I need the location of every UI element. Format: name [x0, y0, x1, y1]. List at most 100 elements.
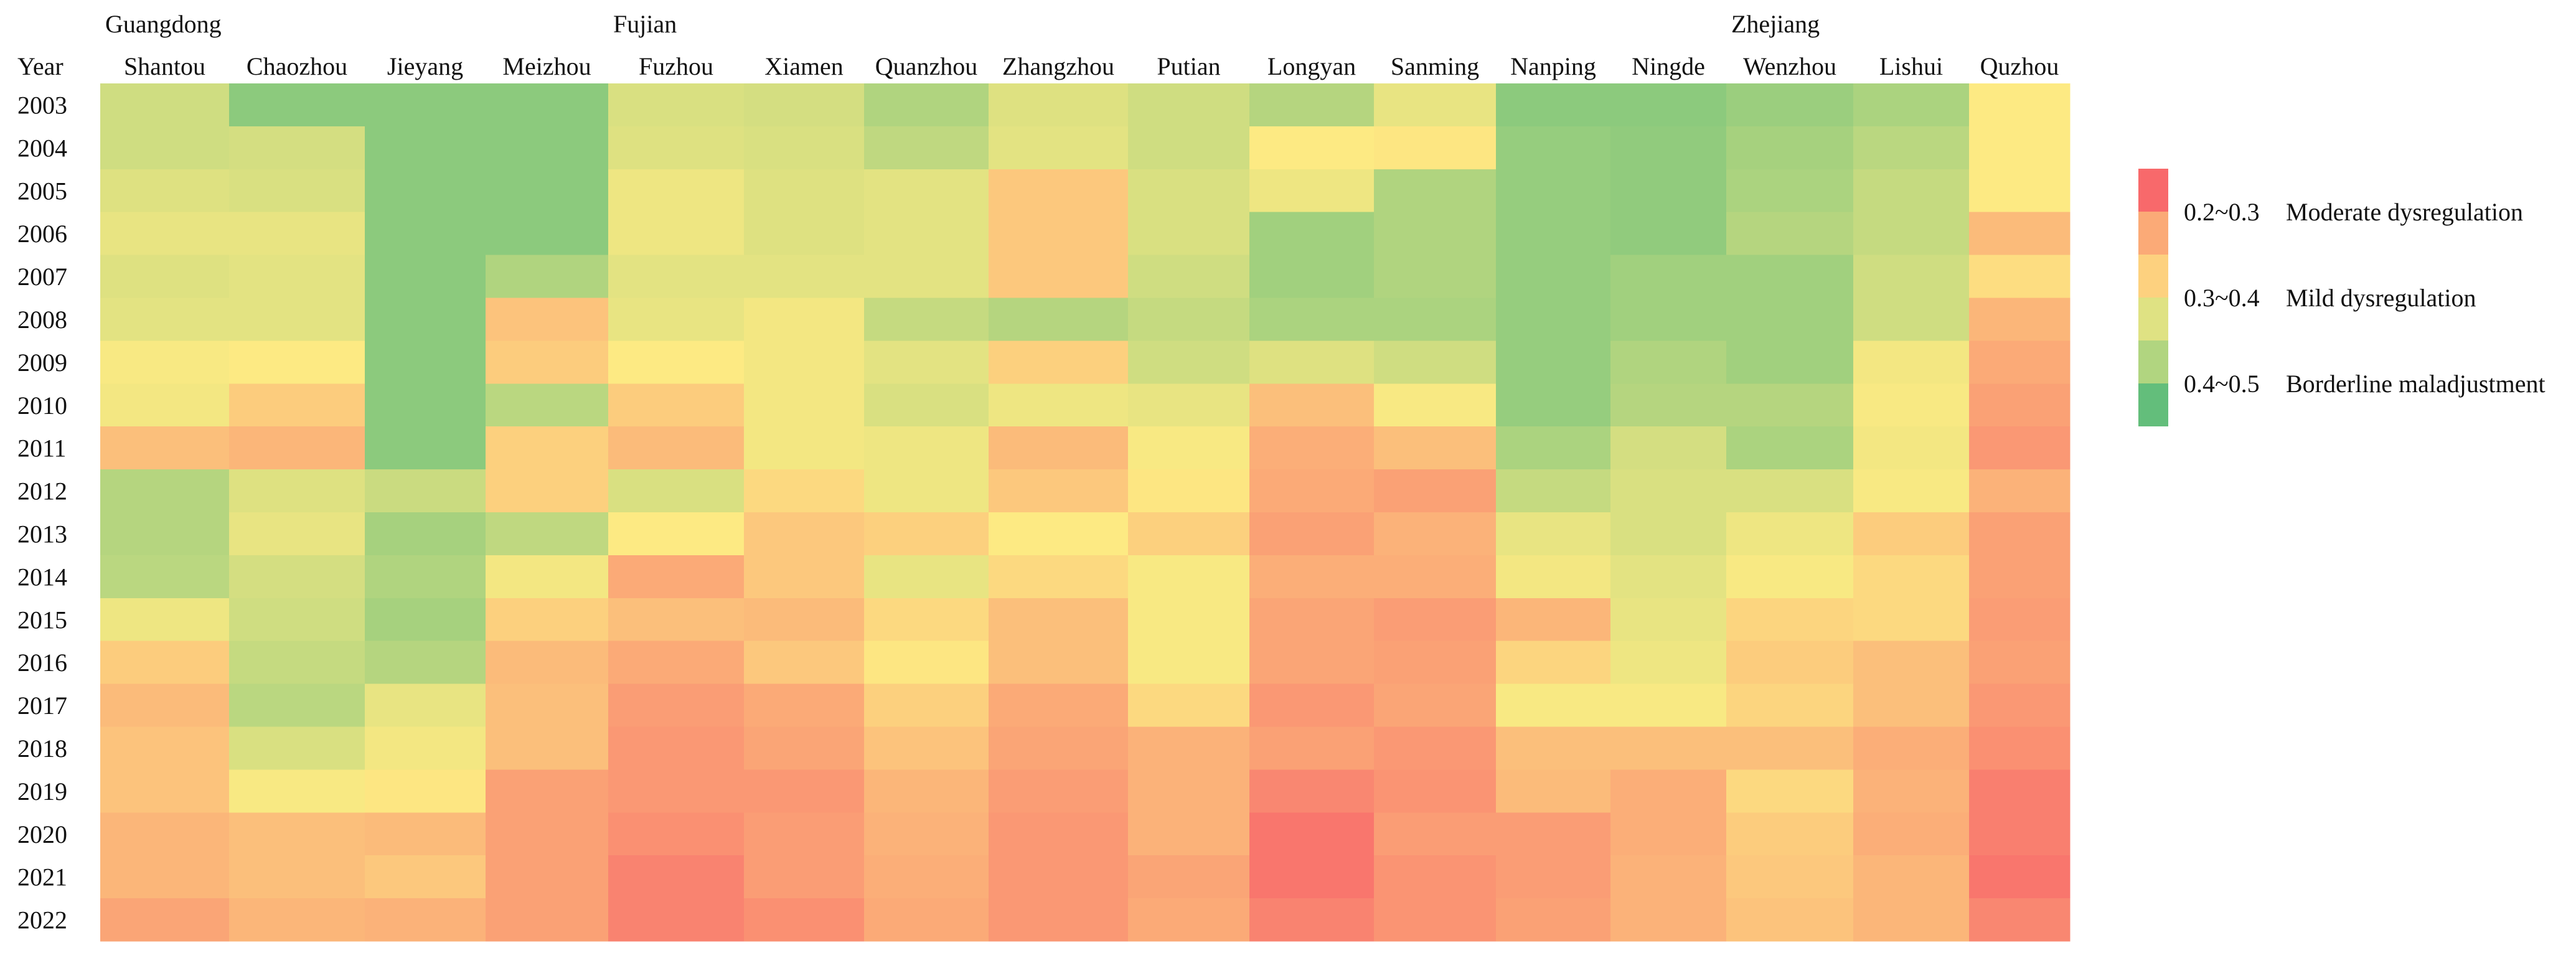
heatmap-cell [365, 298, 486, 341]
row-label: 2003 [17, 91, 67, 119]
heatmap-cell [608, 298, 745, 341]
heatmap-cell [989, 512, 1129, 556]
heatmap-cell [608, 383, 745, 427]
heatmap-cell [1128, 898, 1250, 942]
heatmap-cell [1374, 726, 1497, 770]
heatmap-cell [1726, 383, 1854, 427]
heatmap-cell [1249, 855, 1375, 899]
heatmap-cell [1496, 726, 1611, 770]
heatmap-cell [1853, 169, 1970, 213]
heatmap-cells [100, 83, 2071, 942]
heatmap-cell [365, 683, 486, 728]
heatmap-cell [1853, 426, 1970, 470]
heatmap-cell [1496, 683, 1611, 728]
row-label: 2015 [17, 606, 67, 634]
heatmap-cell [1374, 855, 1497, 899]
heatmap-cell [229, 426, 365, 470]
heatmap-cell [608, 469, 745, 513]
heatmap-cell [1496, 769, 1611, 813]
heatmap-cell [989, 469, 1129, 513]
heatmap-cell [608, 512, 745, 556]
heatmap-cell [989, 726, 1129, 770]
heatmap-cell [1249, 383, 1375, 427]
heatmap-cell [1726, 298, 1854, 341]
heatmap-cell [1249, 769, 1375, 813]
legend-swatch [2138, 298, 2168, 340]
heatmap-cell [989, 855, 1129, 899]
heatmap-cell [864, 255, 989, 299]
heatmap-cell [1969, 598, 2071, 642]
heatmap-cell [365, 512, 486, 556]
heatmap-cell [1496, 298, 1611, 341]
heatmap-cell [1374, 555, 1497, 599]
heatmap-cell [100, 83, 230, 127]
heatmap-cell [1374, 383, 1497, 427]
heatmap-cell [100, 769, 230, 813]
heatmap-cell [1374, 641, 1497, 685]
heatmap-cell [1969, 298, 2071, 341]
row-label: 2007 [17, 263, 67, 291]
heatmap-cell [1249, 726, 1375, 770]
heatmap-cell [1610, 855, 1727, 899]
heatmap-cell [486, 683, 609, 728]
heatmap-cell [100, 298, 230, 341]
heatmap-cell [1853, 683, 1970, 728]
heatmap-cell [744, 169, 865, 213]
heatmap-cell [1249, 512, 1375, 556]
heatmap-cell [864, 426, 989, 470]
heatmap-cell [1496, 426, 1611, 470]
heatmap-cell [989, 83, 1129, 127]
heatmap-cell [989, 426, 1129, 470]
heatmap-cell [1249, 555, 1375, 599]
heatmap-cell [1969, 512, 2071, 556]
heatmap-cell [864, 512, 989, 556]
heatmap-cell [1726, 469, 1854, 513]
heatmap-cell [1853, 898, 1970, 942]
column-label: Lishui [1879, 52, 1943, 80]
heatmap-cell [989, 255, 1129, 299]
heatmap-cell [1374, 426, 1497, 470]
row-label: 2009 [17, 349, 67, 377]
heatmap-cell [1496, 812, 1611, 856]
heatmap-cell [486, 298, 609, 341]
heatmap-cell [486, 426, 609, 470]
heatmap-cell [608, 812, 745, 856]
heatmap-cell [229, 855, 365, 899]
heatmap-cell [1853, 83, 1970, 127]
heatmap-cell [1726, 898, 1854, 942]
heatmap-cell [1969, 855, 2071, 899]
heatmap-cell [1853, 469, 1970, 513]
heatmap-cell [989, 769, 1129, 813]
heatmap-cell [1249, 83, 1375, 127]
heatmap-cell [1969, 126, 2071, 170]
legend: 0.2~0.3 Moderate dysregulation 0.3~0.4 Mild… [2138, 169, 2545, 426]
heatmap-cell [1128, 83, 1250, 127]
heatmap-cell [989, 898, 1129, 942]
heatmap-cell [1610, 383, 1727, 427]
heatmap-cell [1249, 340, 1375, 384]
heatmap-cell [1496, 126, 1611, 170]
heatmap-cell [1496, 469, 1611, 513]
heatmap-cell [864, 641, 989, 685]
heatmap-cell [100, 426, 230, 470]
heatmap-cell [229, 298, 365, 341]
heatmap-cell [486, 126, 609, 170]
heatmap-cell [1128, 555, 1250, 599]
heatmap-cell [1726, 426, 1854, 470]
heatmap-cell [864, 898, 989, 942]
heatmap-cell [365, 898, 486, 942]
row-label: 2017 [17, 692, 67, 720]
year-axis-title: Year [17, 52, 63, 80]
heatmap-cell [608, 169, 745, 213]
heatmap-cell [1610, 426, 1727, 470]
heatmap-cell [1610, 683, 1727, 728]
heatmap-cell [229, 169, 365, 213]
heatmap-cell [989, 383, 1129, 427]
heatmap-cell [744, 83, 865, 127]
row-label: 2018 [17, 735, 67, 763]
heatmap-cell [608, 898, 745, 942]
heatmap-cell [1374, 212, 1497, 256]
heatmap-cell [1374, 898, 1497, 942]
heatmap-cell [1610, 769, 1727, 813]
